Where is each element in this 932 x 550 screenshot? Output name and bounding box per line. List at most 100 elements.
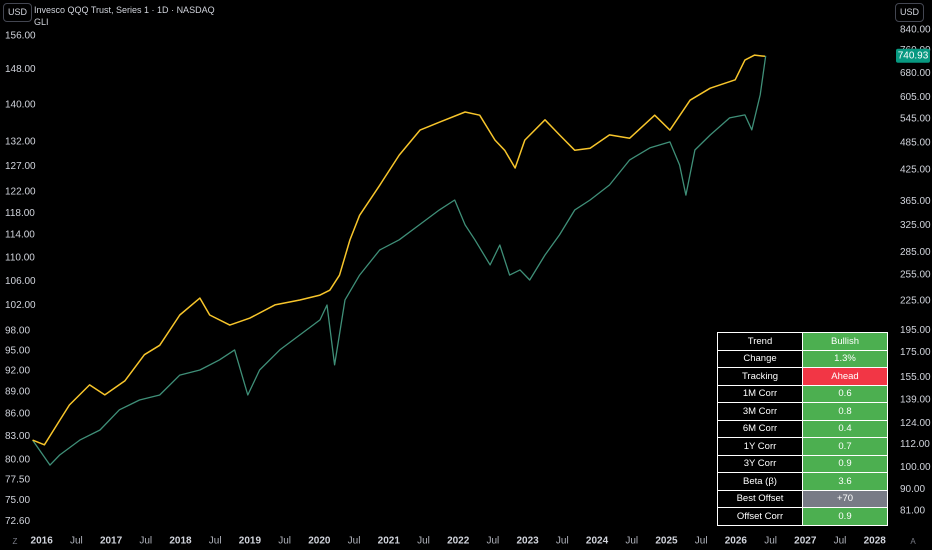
x-tick-label: 2024	[586, 536, 609, 547]
stat-label: 1Y Corr	[717, 437, 803, 456]
zoom-button[interactable]: Z	[12, 537, 18, 546]
stats-table: Trend Bullish Change 1.3% Tracking Ahead 1M Co…	[717, 332, 888, 526]
y2-tick-label: 840.00	[900, 25, 931, 36]
table-row: 6M Corr 0.4	[717, 419, 888, 438]
y-tick-label: 132.00	[5, 137, 36, 148]
y2-tick-label: 365.00	[900, 196, 931, 207]
x-tick-label: Jul	[625, 536, 638, 547]
y-tick-label: 89.00	[5, 387, 30, 398]
y-tick-label: 156.00	[5, 31, 36, 42]
table-row: 3M Corr 0.8	[717, 402, 888, 421]
x-tick-label: 2023	[516, 536, 539, 547]
y-tick-label: 114.00	[5, 230, 35, 241]
y2-tick-label: 225.00	[900, 295, 931, 306]
y2-tick-label: 605.00	[900, 92, 931, 103]
y-tick-label: 106.00	[5, 276, 36, 287]
stat-value: +70	[802, 489, 888, 508]
stat-value: 0.6	[802, 384, 888, 403]
y2-tick-label: 100.00	[900, 462, 931, 473]
y-tick-label: 140.00	[5, 99, 36, 110]
stat-label: 3Y Corr	[717, 454, 803, 473]
x-tick-label: Jul	[417, 536, 430, 547]
y-tick-label: 75.00	[5, 495, 30, 506]
stat-value: 0.7	[802, 437, 888, 456]
x-tick-label: Jul	[70, 536, 83, 547]
y-tick-label: 86.00	[5, 408, 30, 419]
indicator-name: GLI	[34, 17, 49, 27]
interval: 1D	[157, 5, 169, 15]
table-row: Beta (β) 3.6	[717, 472, 888, 491]
x-tick-label: 2022	[447, 536, 470, 547]
x-tick-label: 2025	[655, 536, 678, 547]
y-tick-label: 148.00	[5, 64, 36, 75]
stat-label: Best Offset	[717, 489, 803, 508]
currency-button[interactable]: USD	[3, 3, 32, 22]
y-tick-label: 98.00	[5, 326, 30, 337]
x-tick-label: Jul	[556, 536, 569, 547]
y-tick-label: 110.00	[5, 252, 35, 263]
y2-tick-label: 485.00	[900, 138, 931, 149]
exchange: NASDAQ	[176, 5, 215, 15]
y-tick-label: 72.60	[5, 516, 30, 527]
x-tick-label: 2021	[378, 536, 401, 547]
price-badge	[896, 48, 930, 63]
series-line	[32, 55, 767, 466]
x-tick-label: 2018	[169, 536, 192, 547]
y2-tick-label: 255.00	[900, 270, 931, 281]
x-tick-label: Jul	[487, 536, 500, 547]
x-tick-label: Jul	[764, 536, 777, 547]
y2-tick-label: 545.00	[900, 114, 931, 125]
x-tick-label: Jul	[695, 536, 708, 547]
table-row: 1Y Corr 0.7	[717, 437, 888, 456]
stat-value: Ahead	[802, 367, 888, 386]
table-row: 1M Corr 0.6	[717, 384, 888, 403]
y-tick-label: 102.00	[5, 300, 36, 311]
table-row: Tracking Ahead	[717, 367, 888, 386]
stat-label: Tracking	[717, 367, 803, 386]
table-row: Offset Corr 0.9	[717, 507, 888, 526]
y2-tick-label: 285.00	[900, 247, 931, 258]
x-tick-label: 2017	[100, 536, 123, 547]
y2-tick-label: 680.00	[900, 68, 931, 79]
table-row: Best Offset +70	[717, 489, 888, 508]
table-row: Change 1.3%	[717, 349, 888, 368]
stat-value: 1.3%	[802, 349, 888, 368]
stat-label: Change	[717, 349, 803, 368]
y2-tick-label: 425.00	[900, 165, 931, 176]
stat-label: Offset Corr	[717, 507, 803, 526]
stat-value: Bullish	[802, 332, 888, 351]
y-tick-label: 80.00	[5, 454, 30, 465]
y2-tick-label: 175.00	[900, 347, 931, 358]
x-tick-label: 2020	[308, 536, 331, 547]
y-tick-label: 83.00	[5, 431, 30, 442]
x-tick-label: 2026	[725, 536, 748, 547]
currency-button[interactable]: USD	[895, 3, 924, 22]
y2-tick-label: 112.00	[900, 439, 930, 450]
y2-tick-label: 325.00	[900, 220, 931, 231]
y2-tick-label: 90.00	[900, 484, 925, 495]
y2-tick-label: 81.00	[900, 506, 925, 517]
y-tick-label: 95.00	[5, 345, 30, 356]
table-row: 3Y Corr 0.9	[717, 454, 888, 473]
symbol-header: Invesco QQQ Trust, Series 1 · 1D · NASDA…	[34, 5, 215, 15]
table-row: Trend Bullish	[717, 332, 888, 351]
auto-scale-button[interactable]: A	[910, 537, 916, 546]
x-tick-label: Jul	[834, 536, 847, 547]
x-tick-label: Jul	[348, 536, 361, 547]
y2-tick-label: 195.00	[900, 325, 931, 336]
stat-value: 3.6	[802, 472, 888, 491]
x-tick-label: 2016	[31, 536, 54, 547]
stat-value: 0.8	[802, 402, 888, 421]
y-tick-label: 92.00	[5, 366, 30, 377]
stat-label: Beta (β)	[717, 472, 803, 491]
stat-label: Trend	[717, 332, 803, 351]
y-tick-label: 122.00	[5, 187, 36, 198]
stat-label: 1M Corr	[717, 384, 803, 403]
x-tick-label: 2027	[794, 536, 817, 547]
stat-label: 3M Corr	[717, 402, 803, 421]
stat-label: 6M Corr	[717, 419, 803, 438]
symbol: Invesco QQQ Trust, Series 1	[34, 5, 150, 15]
x-tick-label: 2019	[239, 536, 262, 547]
